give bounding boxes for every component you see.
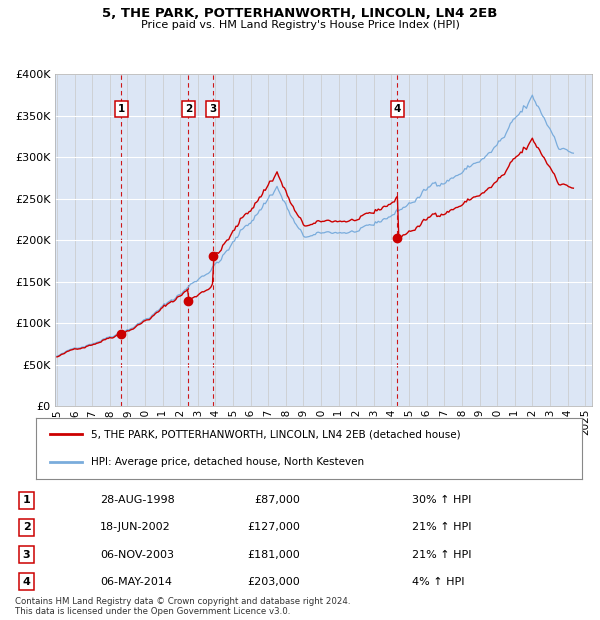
Text: 28-AUG-1998: 28-AUG-1998 (100, 495, 175, 505)
Text: 4: 4 (23, 577, 31, 587)
Text: HPI: Average price, detached house, North Kesteven: HPI: Average price, detached house, Nort… (91, 457, 364, 467)
Text: £203,000: £203,000 (247, 577, 300, 587)
Text: 5, THE PARK, POTTERHANWORTH, LINCOLN, LN4 2EB: 5, THE PARK, POTTERHANWORTH, LINCOLN, LN… (103, 7, 497, 20)
Text: 18-JUN-2002: 18-JUN-2002 (100, 523, 171, 533)
Text: 3: 3 (23, 549, 31, 559)
Text: Contains HM Land Registry data © Crown copyright and database right 2024.
This d: Contains HM Land Registry data © Crown c… (15, 597, 350, 616)
Text: 4% ↑ HPI: 4% ↑ HPI (412, 577, 464, 587)
Text: 2: 2 (23, 523, 31, 533)
Text: 21% ↑ HPI: 21% ↑ HPI (412, 549, 471, 559)
Text: 30% ↑ HPI: 30% ↑ HPI (412, 495, 471, 505)
Text: £87,000: £87,000 (254, 495, 300, 505)
Text: £181,000: £181,000 (247, 549, 300, 559)
Text: 5, THE PARK, POTTERHANWORTH, LINCOLN, LN4 2EB (detached house): 5, THE PARK, POTTERHANWORTH, LINCOLN, LN… (91, 429, 460, 440)
Text: 4: 4 (394, 104, 401, 114)
Text: Price paid vs. HM Land Registry's House Price Index (HPI): Price paid vs. HM Land Registry's House … (140, 20, 460, 30)
Text: 06-NOV-2003: 06-NOV-2003 (100, 549, 174, 559)
Text: 06-MAY-2014: 06-MAY-2014 (100, 577, 172, 587)
Text: 3: 3 (209, 104, 216, 114)
Text: 1: 1 (118, 104, 125, 114)
Text: 1: 1 (23, 495, 31, 505)
Text: £127,000: £127,000 (247, 523, 300, 533)
Text: 2: 2 (185, 104, 192, 114)
Text: 21% ↑ HPI: 21% ↑ HPI (412, 523, 471, 533)
